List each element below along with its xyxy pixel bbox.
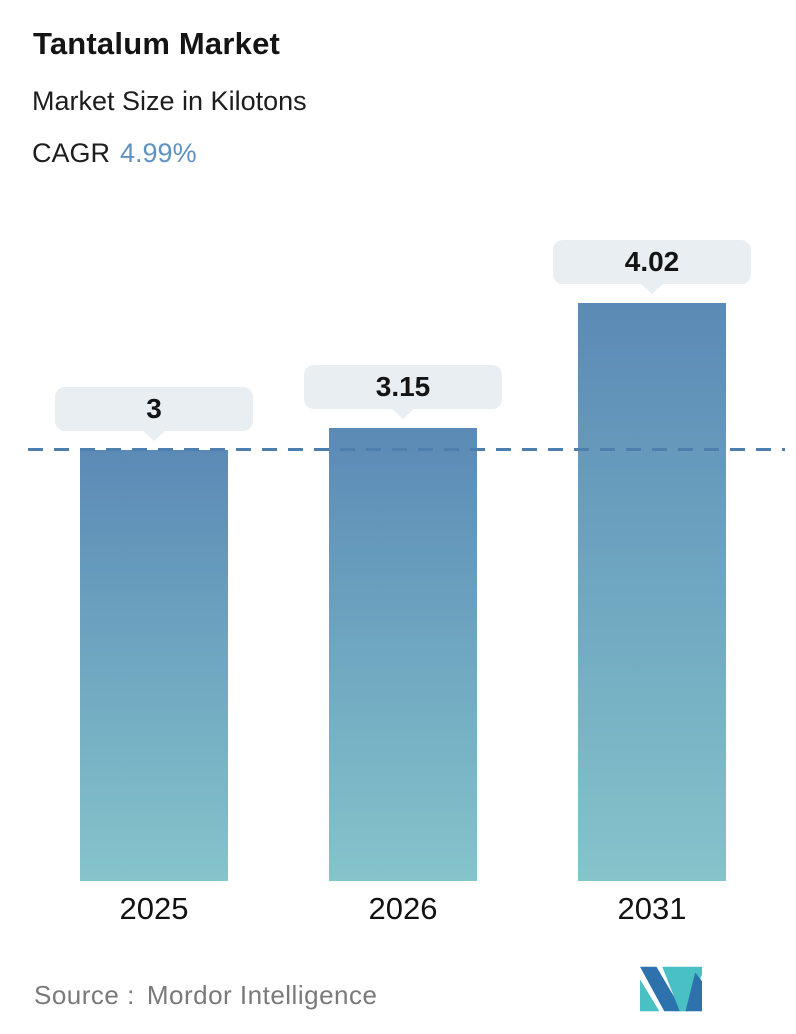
value-label-2026: 3.15 [304,365,502,419]
bar-2031 [578,303,726,881]
x-axis-label-2031: 2031 [617,891,687,926]
value-label-pointer [391,408,415,419]
cagr-value: 4.99% [120,138,197,168]
page-title: Tantalum Market [33,26,281,61]
value-label-pointer [640,283,664,294]
chart-subtitle: Market Size in Kilotons [32,86,307,116]
cagr-label: CAGR [32,138,111,168]
bar-2026 [329,428,477,881]
value-label-2031: 4.02 [553,240,751,294]
source-text: Source : Mordor Intelligence [34,980,377,1011]
cagr-line: CAGR 4.99% [32,138,197,169]
value-label-2025: 3 [55,387,253,441]
source-label: Source : [34,980,135,1010]
reference-line [28,448,785,451]
mordor-intelligence-logo [640,966,702,1012]
x-axis-label-2025: 2025 [119,891,189,926]
x-axis-label-2026: 2026 [368,891,438,926]
bar-2025 [80,450,228,881]
value-label-pointer [142,430,166,441]
source-value: Mordor Intelligence [146,980,378,1010]
